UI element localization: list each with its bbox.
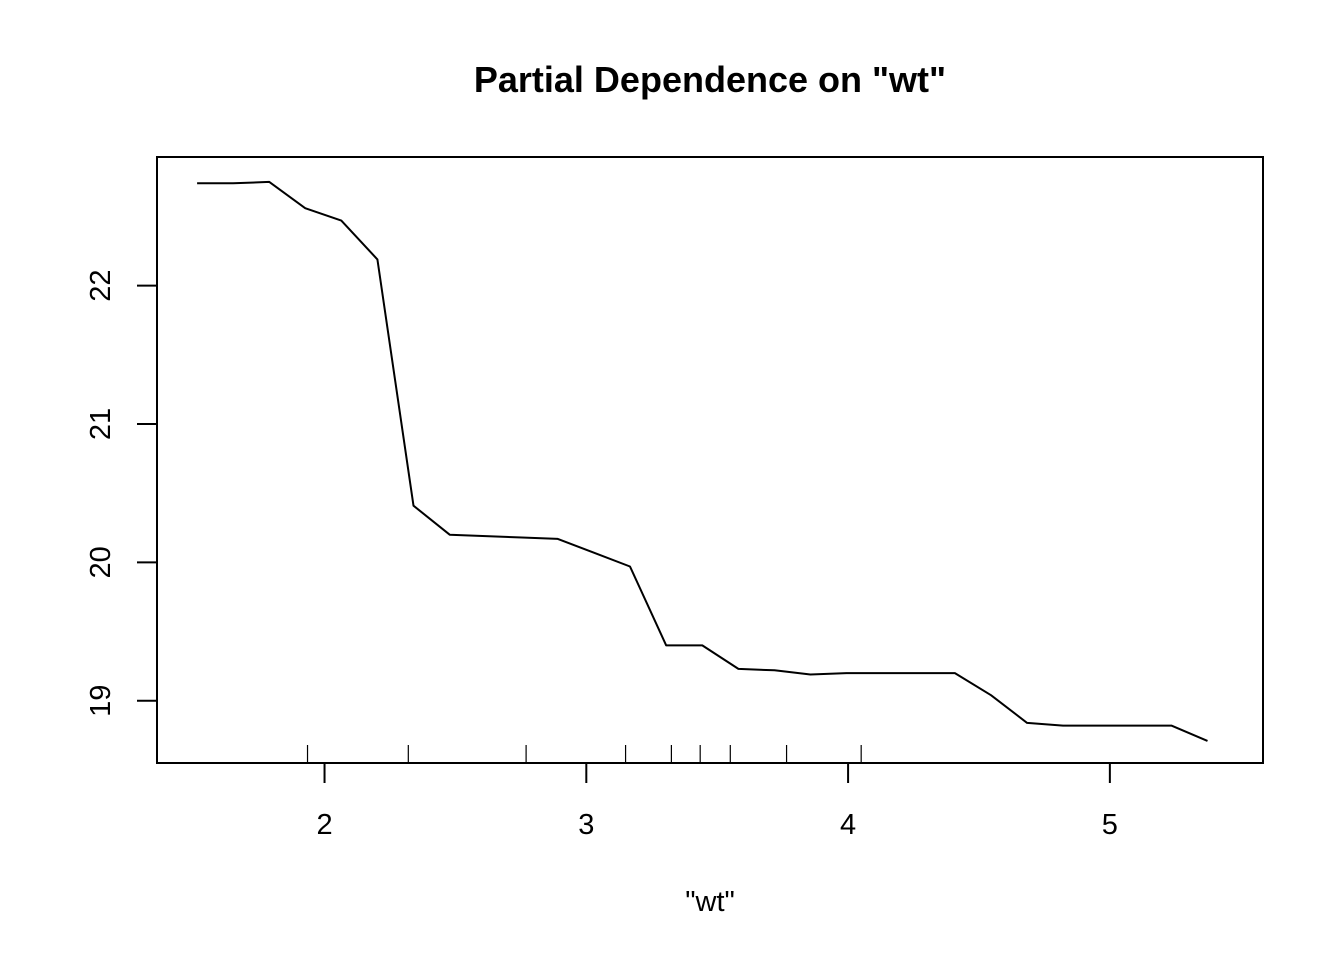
x-tick-label: 4 [840,809,856,841]
y-tick-label: 21 [85,408,117,440]
y-axis: 19 20 21 22 [85,270,158,717]
x-axis-label: "wt" [685,886,735,918]
x-tick-label: 5 [1102,809,1118,841]
x-tick-label: 2 [316,809,332,841]
y-tick-label: 22 [85,270,117,302]
y-tick-label: 20 [85,546,117,578]
plot-frame [156,156,1264,764]
chart-title: Partial Dependence on "wt" [474,59,946,100]
y-tick-label: 19 [85,685,117,717]
rug-marks [306,745,862,763]
series-line [197,180,1208,742]
x-tick-label: 3 [578,809,594,841]
x-axis: 2 3 4 5 [316,762,1118,841]
series-group [197,180,1208,742]
